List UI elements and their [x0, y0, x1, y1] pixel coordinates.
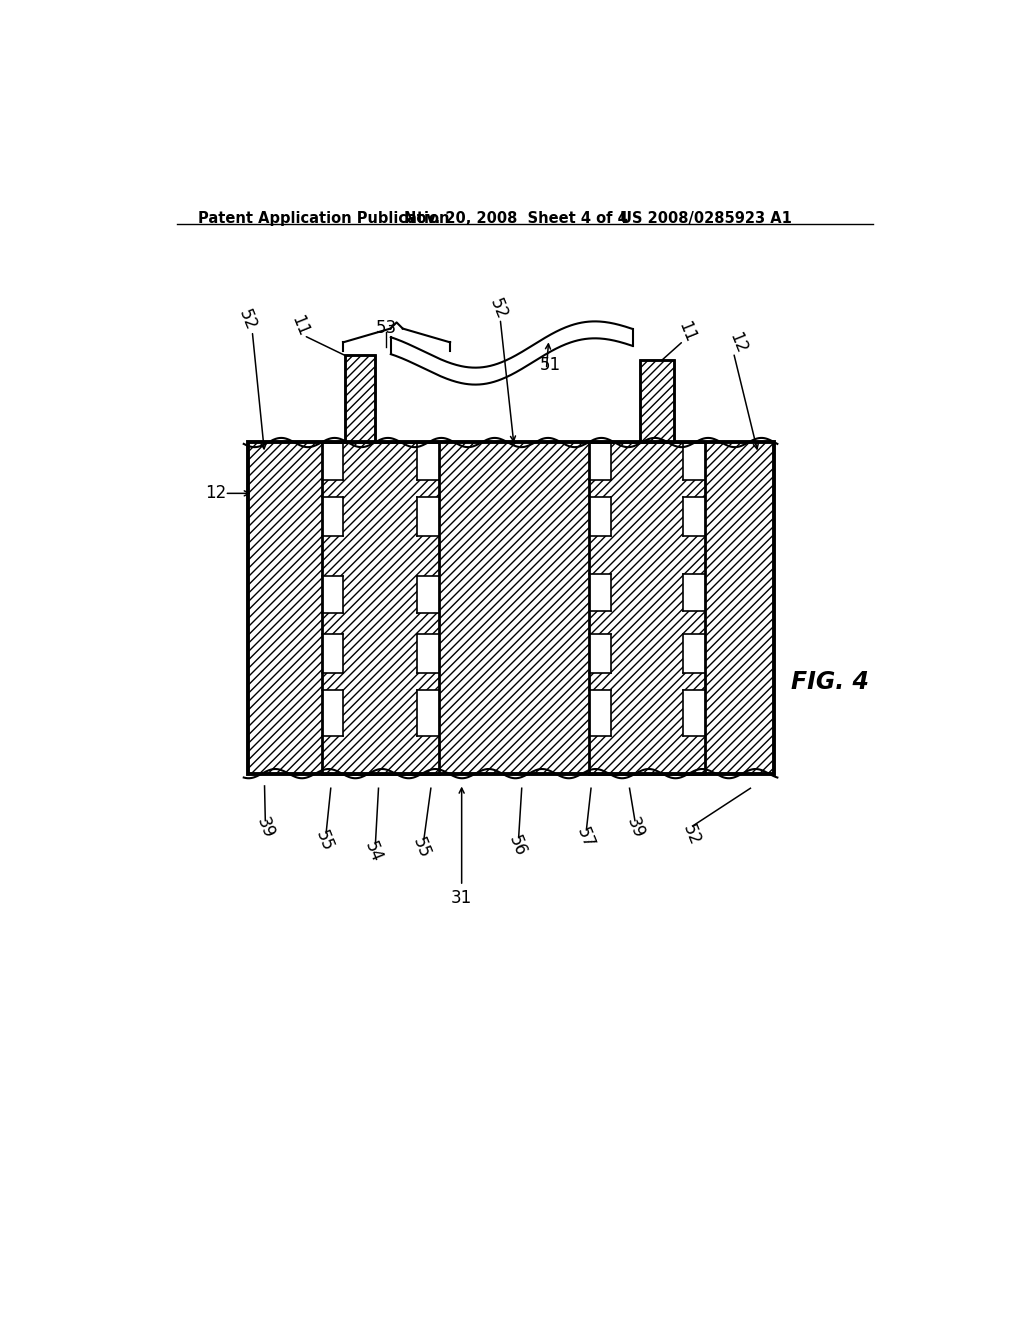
Text: 54: 54 [360, 838, 385, 865]
Bar [248, 442, 773, 775]
Bar [322, 442, 438, 775]
Bar [322, 576, 343, 612]
Text: 56: 56 [505, 833, 529, 859]
Bar [590, 442, 611, 480]
Bar [590, 442, 705, 775]
Text: 12: 12 [205, 484, 226, 503]
Bar [590, 498, 611, 536]
Bar [683, 574, 705, 611]
Bar [683, 442, 705, 480]
Bar [322, 635, 343, 673]
Bar [417, 576, 438, 612]
Text: 52: 52 [486, 296, 511, 322]
Text: 31: 31 [451, 888, 472, 907]
Bar [417, 635, 438, 673]
Bar [248, 442, 773, 775]
Bar [417, 689, 438, 737]
Bar [640, 360, 674, 442]
Text: Patent Application Publication: Patent Application Publication [199, 211, 450, 226]
Bar [640, 360, 674, 442]
Bar [417, 498, 438, 536]
Text: 51: 51 [540, 356, 561, 374]
Bar [322, 442, 343, 480]
Text: 57: 57 [572, 825, 597, 850]
Text: 52: 52 [679, 821, 703, 847]
Bar [590, 442, 705, 775]
Text: 11: 11 [288, 313, 312, 339]
Bar [683, 689, 705, 737]
Text: FIG. 4: FIG. 4 [792, 671, 869, 694]
Bar [590, 574, 611, 611]
Bar [683, 635, 705, 673]
Bar [683, 498, 705, 536]
Bar [417, 442, 438, 480]
Text: 55: 55 [312, 828, 337, 854]
Bar [322, 442, 438, 775]
Text: Nov. 20, 2008  Sheet 4 of 4: Nov. 20, 2008 Sheet 4 of 4 [403, 211, 628, 226]
Text: 53: 53 [376, 319, 396, 337]
Bar [322, 689, 343, 737]
Bar [590, 635, 611, 673]
Text: 11: 11 [674, 318, 698, 345]
Bar [590, 689, 611, 737]
Bar [322, 498, 343, 536]
Text: 12: 12 [725, 330, 750, 356]
Text: US 2008/0285923 A1: US 2008/0285923 A1 [620, 211, 792, 226]
Bar [345, 355, 376, 442]
Bar [345, 355, 376, 442]
Text: 55: 55 [410, 834, 434, 861]
Text: 39: 39 [253, 816, 278, 841]
Text: 39: 39 [623, 816, 647, 841]
Text: 52: 52 [236, 308, 260, 333]
